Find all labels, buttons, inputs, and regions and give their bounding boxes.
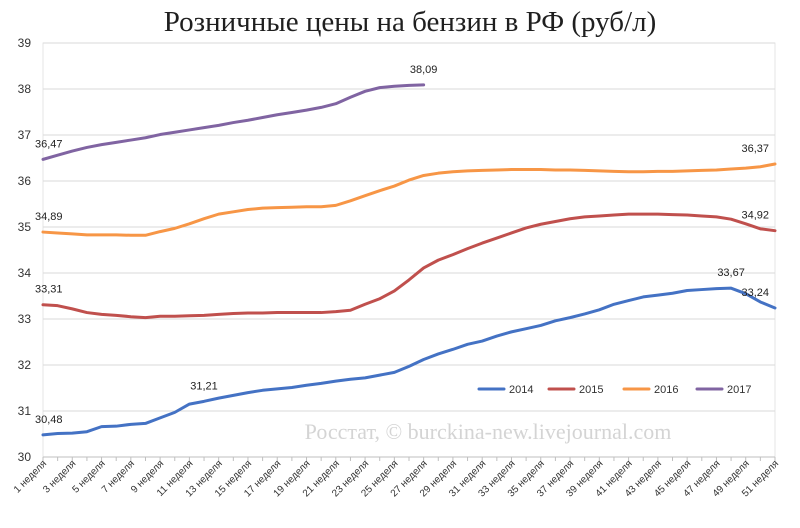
legend-label-2016: 2016 — [654, 384, 678, 396]
y-tick-label: 32 — [18, 358, 32, 372]
series-line-2015 — [41, 212, 777, 320]
y-axis-ticks: 30 31 32 33 34 35 36 37 38 39 — [18, 36, 32, 464]
data-label-2017: 36,47 — [35, 138, 63, 150]
data-label-2016: 34,89 — [35, 211, 63, 223]
data-label-2016: 36,37 — [741, 143, 769, 155]
legend-label-2014: 2014 — [509, 384, 533, 396]
legend: 2014 2015 2016 2017 — [477, 384, 751, 396]
y-tick-label: 37 — [18, 128, 32, 142]
y-tick-label: 31 — [18, 404, 32, 418]
data-label-2015: 33,31 — [35, 284, 63, 296]
series-line-2017 — [41, 83, 426, 161]
y-tick-label: 36 — [18, 174, 32, 188]
legend-label-2015: 2015 — [579, 384, 603, 396]
series-lines — [41, 83, 777, 437]
series-line-2014 — [41, 286, 777, 437]
data-label-2017: 38,09 — [410, 64, 438, 76]
y-tick-label: 38 — [18, 82, 32, 96]
data-label-2014: 31,21 — [190, 380, 218, 392]
y-tick-label: 33 — [18, 312, 32, 326]
data-label-2014: 33,24 — [741, 287, 769, 299]
data-label-2015: 34,92 — [741, 210, 769, 222]
y-tick-label: 35 — [18, 220, 32, 234]
y-tick-label: 34 — [18, 266, 32, 280]
data-label-2014: 30,48 — [35, 414, 63, 426]
plot-area — [42, 42, 776, 458]
data-labels: 30,48 31,21 33,67 33,24 33,31 34,92 34,89 36,37… — [35, 64, 769, 426]
watermark-text: Росстат, © burckina-new.livejournal.com — [305, 419, 672, 444]
chart-title: Розничные цены на бензин в РФ (руб/л) — [164, 6, 656, 38]
y-tick-label: 39 — [18, 36, 32, 50]
series-line-2016 — [41, 162, 777, 237]
data-label-2014: 33,67 — [717, 267, 745, 279]
y-tick-label: 30 — [18, 450, 32, 464]
gridlines — [42, 42, 776, 458]
legend-label-2017: 2017 — [727, 384, 751, 396]
